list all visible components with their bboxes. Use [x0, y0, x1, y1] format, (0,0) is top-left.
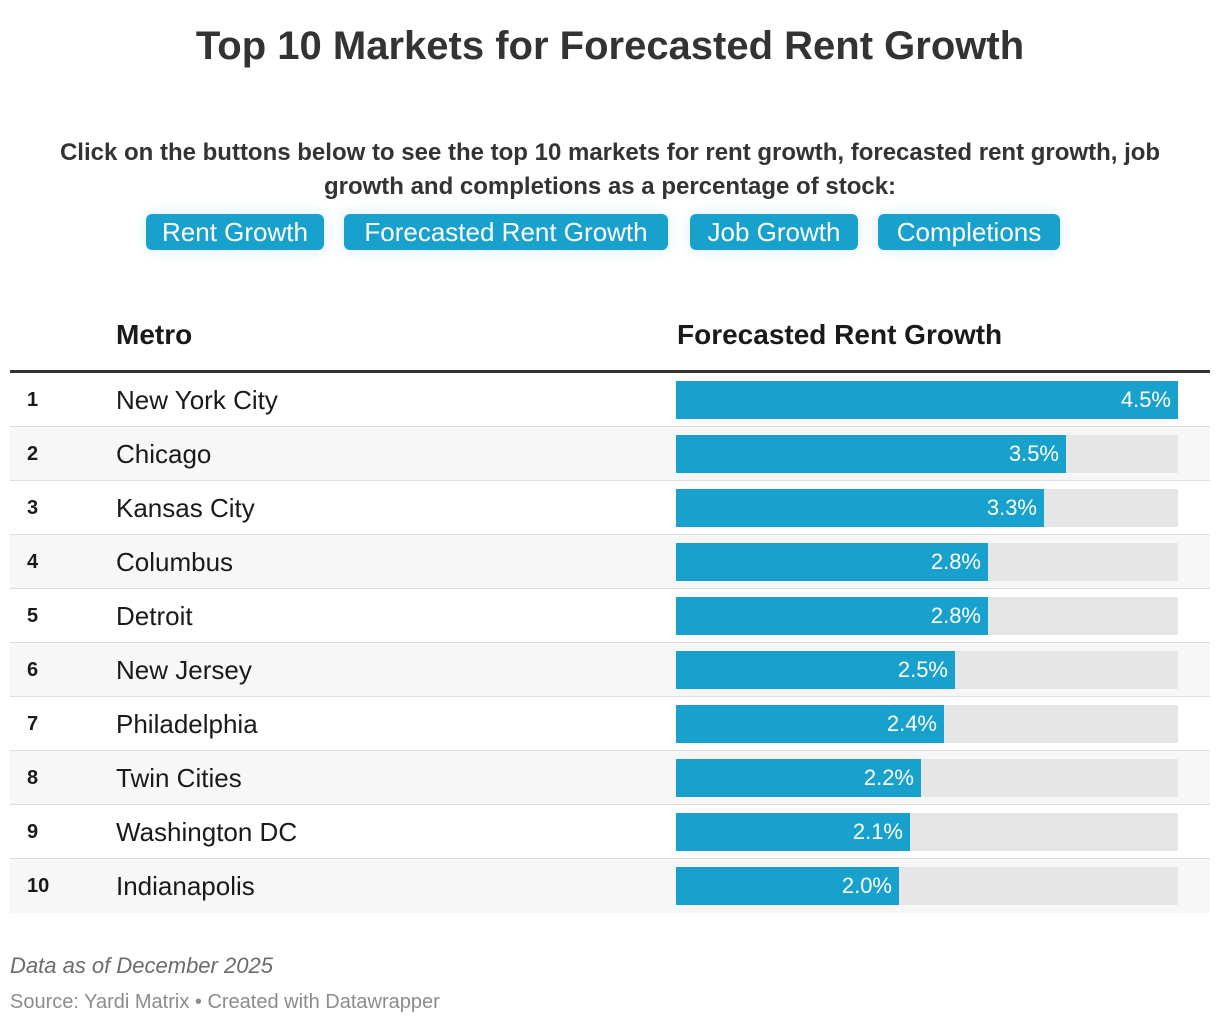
- bar-track: 4.5%: [676, 381, 1178, 419]
- table-row: 8 Twin Cities 2.2%: [10, 751, 1210, 805]
- metro-cell: Kansas City: [116, 493, 255, 523]
- bar-value-label: 3.3%: [986, 495, 1037, 520]
- bar-track: 2.2%: [676, 759, 1178, 797]
- rank-cell: 1: [27, 389, 39, 411]
- bar: 3.5%: [676, 435, 1066, 473]
- bar-value-label: 2.4%: [886, 711, 937, 736]
- bar-value-label: 2.0%: [841, 873, 892, 898]
- bar: 2.8%: [676, 597, 988, 635]
- table-row: 4 Columbus 2.8%: [10, 535, 1210, 589]
- metro-cell: New Jersey: [116, 655, 252, 685]
- rank-cell: 10: [27, 875, 50, 897]
- rank-cell: 5: [27, 605, 39, 627]
- rank-cell: 3: [27, 497, 39, 519]
- metro-cell: Washington DC: [116, 817, 298, 847]
- chart-description: Click on the buttons below to see the to…: [59, 139, 1161, 200]
- rent-growth-button[interactable]: Rent Growth: [146, 214, 324, 250]
- table-row: 1 New York City 4.5%: [10, 373, 1210, 427]
- header-divider: [10, 370, 1210, 373]
- forecasted-rent-growth-button[interactable]: Forecasted Rent Growth: [344, 214, 668, 250]
- rank-cell: 6: [27, 659, 39, 681]
- bar-value-label: 2.2%: [863, 765, 914, 790]
- data-note: Data as of December 2025: [10, 953, 273, 978]
- bar: 2.8%: [676, 543, 988, 581]
- metro-cell: Chicago: [116, 439, 212, 469]
- table-row: 3 Kansas City 3.3%: [10, 481, 1210, 535]
- table-row: 9 Washington DC 2.1%: [10, 805, 1210, 859]
- table-row: 6 New Jersey 2.5%: [10, 643, 1210, 697]
- metro-cell: Detroit: [116, 601, 193, 631]
- metro-column-header: Metro: [116, 319, 193, 350]
- bar-value-label: 2.5%: [897, 657, 948, 682]
- completions-button[interactable]: Completions: [878, 214, 1060, 250]
- table-row: 10 Indianapolis 2.0%: [10, 859, 1210, 913]
- source-line: Source: Yardi Matrix • Created with Data…: [10, 991, 440, 1013]
- rank-cell: 9: [27, 821, 39, 843]
- bar: 4.5%: [676, 381, 1178, 419]
- job-growth-button[interactable]: Job Growth: [690, 214, 858, 250]
- bar-track: 2.0%: [676, 867, 1178, 905]
- bar: 2.5%: [676, 651, 955, 689]
- bar-track: 2.8%: [676, 597, 1178, 635]
- metro-cell: Columbus: [116, 547, 234, 577]
- table-row: 7 Philadelphia 2.4%: [10, 697, 1210, 751]
- bar: 3.3%: [676, 489, 1044, 527]
- rank-cell: 8: [27, 767, 39, 789]
- metro-cell: Indianapolis: [116, 871, 255, 901]
- bar: 2.2%: [676, 759, 921, 797]
- bar-value-label: 2.1%: [852, 819, 903, 844]
- bar-track: 2.8%: [676, 543, 1178, 581]
- table-row: 2 Chicago 3.5%: [10, 427, 1210, 481]
- rank-cell: 4: [27, 551, 39, 573]
- bar: 2.4%: [676, 705, 944, 743]
- rank-cell: 2: [27, 443, 39, 465]
- table-row: 5 Detroit 2.8%: [10, 589, 1210, 643]
- bar-track: 2.1%: [676, 813, 1178, 851]
- metro-cell: Twin Cities: [116, 763, 242, 793]
- bar-value-label: 4.5%: [1120, 387, 1171, 412]
- chart-title: Top 10 Markets for Forecasted Rent Growt…: [195, 24, 1025, 68]
- bar-value-label: 2.8%: [930, 603, 981, 628]
- bar-track: 3.3%: [676, 489, 1178, 527]
- view-buttons: Rent Growth Forecasted Rent Growth Job G…: [0, 214, 1220, 250]
- bar: 2.0%: [676, 867, 899, 905]
- value-column-header: Forecasted Rent Growth: [677, 319, 1003, 350]
- bar: 2.1%: [676, 813, 910, 851]
- metro-cell: Philadelphia: [116, 709, 258, 739]
- bar-track: 3.5%: [676, 435, 1178, 473]
- bar-track: 2.5%: [676, 651, 1178, 689]
- bar-value-label: 3.5%: [1008, 441, 1059, 466]
- bar-track: 2.4%: [676, 705, 1178, 743]
- bar-value-label: 2.8%: [930, 549, 981, 574]
- rank-cell: 7: [27, 713, 39, 735]
- metro-cell: New York City: [116, 385, 278, 415]
